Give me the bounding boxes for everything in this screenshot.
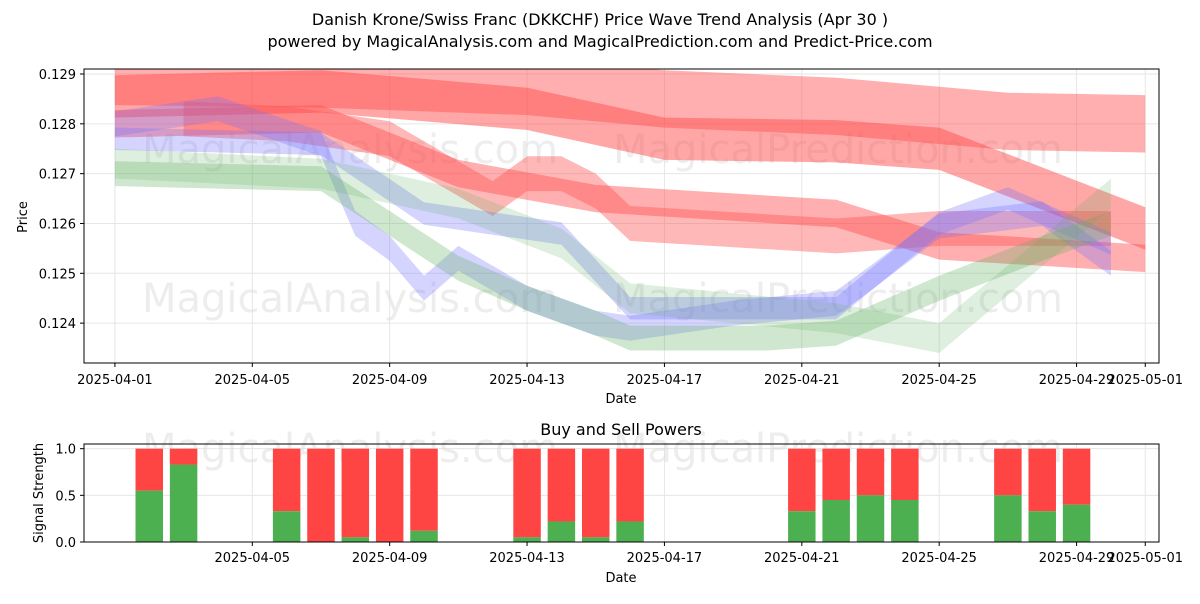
buy-bar xyxy=(891,500,919,542)
buy-sell-chart: MagicalAnalysis.comMagicalPrediction.com… xyxy=(55,426,1183,566)
buy-bar xyxy=(616,521,644,542)
bottom-y-tick-label: 0.0 xyxy=(55,536,76,551)
buy-bar xyxy=(1062,504,1091,542)
sell-bar xyxy=(513,448,541,538)
buy-bar xyxy=(582,537,610,542)
buy-bar xyxy=(341,537,370,542)
bottom-x-tick-label: 2025-04-05 xyxy=(215,551,291,566)
top-x-tick-label: 2025-04-21 xyxy=(764,373,840,388)
sell-bar xyxy=(375,448,404,542)
bottom-x-tick-label: 2025-04-29 xyxy=(1039,551,1115,566)
sell-bar xyxy=(1062,448,1091,505)
wave-band-red-4 xyxy=(183,101,1111,254)
top-ticks: 2025-04-01 2025-04-05 2025-04-09 2025-04-13… xyxy=(39,68,1183,388)
bottom-x-tick-label: 2025-04-25 xyxy=(901,551,977,566)
sell-bar xyxy=(616,448,644,522)
top-x-tick-label: 2025-04-09 xyxy=(352,373,428,388)
sell-bar xyxy=(856,448,885,496)
sell-bar xyxy=(410,448,438,531)
sell-bar xyxy=(788,448,816,512)
top-x-tick-label: 2025-04-17 xyxy=(627,373,703,388)
sell-bar xyxy=(1028,448,1056,512)
buy-bar xyxy=(994,495,1022,542)
bottom-x-tick-label: 2025-04-21 xyxy=(764,551,840,566)
price-wave-chart: MagicalAnalysis.com MagicalPrediction.com… xyxy=(39,68,1183,388)
top-x-axis-label: Date xyxy=(605,392,636,407)
buy-bar xyxy=(410,530,438,542)
bottom-ticks: 2025-04-05 2025-04-09 2025-04-13 2025-04-17… xyxy=(55,443,1183,566)
bottom-y-tick-label: 0.5 xyxy=(55,489,76,504)
watermark-text: MagicalPrediction.com xyxy=(613,276,1063,322)
bottom-plot-frame xyxy=(83,443,1160,543)
top-y-tick-label: 0.124 xyxy=(39,317,76,332)
top-x-tick-label: 2025-04-13 xyxy=(489,373,565,388)
top-y-tick-label: 0.128 xyxy=(39,118,76,133)
top-x-tick-label: 2025-04-01 xyxy=(77,373,153,388)
wave-band-green-8 xyxy=(114,148,1111,353)
wave-band-green-7 xyxy=(114,161,1111,351)
bottom-x-tick-label: 2025-05-01 xyxy=(1107,551,1183,566)
buy-bar xyxy=(547,521,576,542)
wave-bands xyxy=(114,69,1146,353)
sell-bar xyxy=(135,448,163,491)
top-y-tick-label: 0.127 xyxy=(39,168,76,183)
sell-bar xyxy=(341,448,370,538)
buy-bar xyxy=(1028,511,1056,542)
top-x-tick-label: 2025-04-05 xyxy=(215,373,291,388)
wave-band-blue-5 xyxy=(114,96,1111,341)
chart-subtitle: powered by MagicalAnalysis.com and Magic… xyxy=(267,32,932,51)
sell-bar xyxy=(547,448,576,522)
top-y-tick-label: 0.126 xyxy=(39,217,76,232)
top-x-tick-label: 2025-04-29 xyxy=(1039,373,1115,388)
buy-bar xyxy=(169,464,198,542)
bottom-x-tick-label: 2025-04-17 xyxy=(627,551,703,566)
buy-bar xyxy=(272,511,301,542)
wave-band-blue-6 xyxy=(114,127,1111,320)
bottom-y-tick-label: 1.0 xyxy=(55,443,76,458)
top-plot-frame xyxy=(83,68,1160,364)
sell-bar xyxy=(822,448,850,500)
sell-bar xyxy=(307,448,335,542)
bottom-x-tick-label: 2025-04-13 xyxy=(489,551,565,566)
top-y-axis-label: Price xyxy=(16,201,31,233)
buy-bar xyxy=(135,490,163,542)
sell-bar xyxy=(272,448,301,512)
bottom-x-tick-label: 2025-04-09 xyxy=(352,551,428,566)
sell-bar xyxy=(582,448,610,538)
bottom-x-axis-label: Date xyxy=(605,571,636,586)
buy-bar xyxy=(822,500,850,542)
sell-bar xyxy=(891,448,919,500)
top-x-tick-label: 2025-05-01 xyxy=(1107,373,1183,388)
sell-bar xyxy=(994,448,1022,496)
buy-bar xyxy=(513,537,541,542)
watermark-text: MagicalAnalysis.com xyxy=(142,276,558,322)
bottom-chart-title: Buy and Sell Powers xyxy=(540,420,702,439)
top-y-tick-label: 0.125 xyxy=(39,267,76,282)
buy-bar xyxy=(788,511,816,542)
chart-title: Danish Krone/Swiss Franc (DKKCHF) Price … xyxy=(312,10,888,29)
top-x-tick-label: 2025-04-25 xyxy=(901,373,977,388)
signal-bars xyxy=(135,448,1091,542)
wave-band-red-2 xyxy=(114,70,1146,250)
wave-band-red-3 xyxy=(114,105,1146,273)
watermark-text: MagicalAnalysis.com xyxy=(142,127,558,173)
bottom-y-axis-label: Signal Strength xyxy=(32,443,47,543)
top-y-tick-label: 0.129 xyxy=(39,68,76,83)
buy-bar xyxy=(856,495,885,542)
sell-bar xyxy=(169,448,198,465)
